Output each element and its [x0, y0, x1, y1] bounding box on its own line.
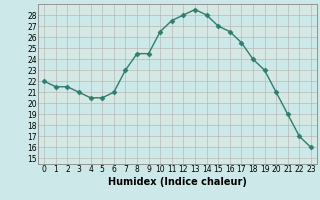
Bar	[38, 136, 317, 147]
Bar	[38, 59, 317, 70]
Bar	[38, 92, 317, 103]
Bar	[38, 103, 317, 114]
Bar	[38, 26, 317, 37]
X-axis label: Humidex (Indice chaleur): Humidex (Indice chaleur)	[108, 177, 247, 187]
Bar	[38, 48, 317, 59]
Bar	[38, 114, 317, 125]
Bar	[38, 147, 317, 158]
Bar	[38, 4, 317, 15]
Bar	[38, 15, 317, 26]
Bar	[38, 70, 317, 81]
Bar	[38, 125, 317, 136]
Bar	[38, 37, 317, 48]
Bar	[38, 158, 317, 170]
Bar	[38, 81, 317, 92]
